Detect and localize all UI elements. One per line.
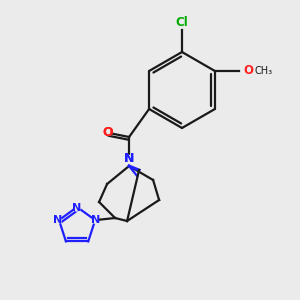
Circle shape — [92, 217, 98, 223]
Text: O: O — [103, 125, 113, 139]
Circle shape — [74, 205, 80, 211]
Text: N: N — [91, 215, 100, 225]
Text: N: N — [124, 152, 134, 166]
Circle shape — [105, 129, 112, 135]
Text: Cl: Cl — [176, 16, 188, 28]
Text: N: N — [124, 152, 134, 166]
Text: O: O — [243, 64, 253, 77]
Circle shape — [126, 156, 133, 162]
Circle shape — [126, 156, 133, 162]
Text: CH₃: CH₃ — [255, 66, 273, 76]
Circle shape — [55, 217, 61, 223]
Text: O: O — [103, 125, 113, 139]
Text: N: N — [73, 203, 82, 213]
Circle shape — [105, 129, 112, 135]
Text: N: N — [53, 215, 63, 225]
